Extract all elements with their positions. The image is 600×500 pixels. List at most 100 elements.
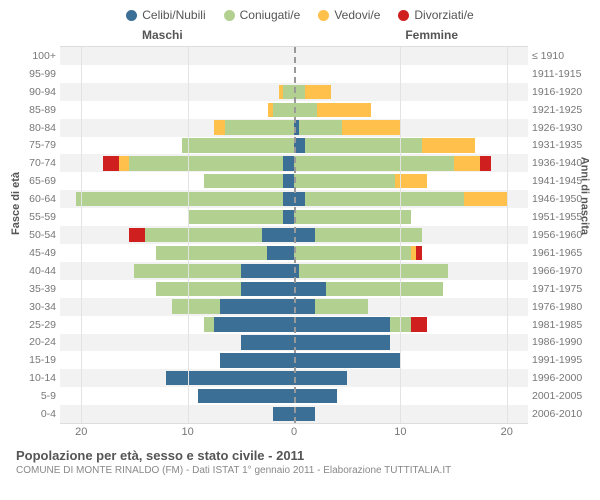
bar-female bbox=[294, 174, 528, 188]
bar-female bbox=[294, 210, 528, 224]
bar-male bbox=[60, 103, 294, 117]
year-label: 1911-1915 bbox=[532, 68, 588, 80]
x-tick: 20 bbox=[501, 426, 513, 438]
legend-swatch bbox=[398, 10, 409, 21]
bar-segment bbox=[76, 192, 283, 206]
bar-segment bbox=[294, 317, 390, 331]
bar-segment bbox=[267, 246, 294, 260]
year-label: 1941-1945 bbox=[532, 175, 588, 187]
bar-male bbox=[60, 228, 294, 242]
bar-segment bbox=[294, 389, 337, 403]
bar-female bbox=[294, 120, 528, 134]
bar-segment bbox=[294, 299, 315, 313]
bar-segment bbox=[204, 317, 215, 331]
bar-segment bbox=[156, 282, 241, 296]
bar-segment bbox=[317, 103, 370, 117]
grid-line bbox=[400, 47, 401, 423]
bar-segment bbox=[241, 264, 294, 278]
year-label: 1996-2000 bbox=[532, 372, 588, 384]
bar-segment bbox=[283, 85, 294, 99]
legend-swatch bbox=[318, 10, 329, 21]
bar-segment bbox=[299, 264, 448, 278]
year-label: 1981-1985 bbox=[532, 319, 588, 331]
bar-segment bbox=[464, 192, 507, 206]
bar-segment bbox=[294, 407, 315, 421]
bar-segment bbox=[204, 174, 284, 188]
bar-segment bbox=[315, 299, 368, 313]
bar-segment bbox=[129, 228, 145, 242]
year-label: 1986-1990 bbox=[532, 336, 588, 348]
year-label: 1936-1940 bbox=[532, 157, 588, 169]
age-label: 45-49 bbox=[12, 247, 56, 259]
grid-line bbox=[507, 47, 508, 423]
bar-male bbox=[60, 371, 294, 385]
x-axis: 201001020 bbox=[60, 424, 528, 442]
bar-female bbox=[294, 156, 528, 170]
bar-segment bbox=[294, 353, 400, 367]
age-label: 70-74 bbox=[12, 157, 56, 169]
gender-labels: Maschi Femmine bbox=[12, 28, 588, 46]
bar-segment bbox=[103, 156, 119, 170]
bar-segment bbox=[262, 228, 294, 242]
age-label: 5-9 bbox=[12, 390, 56, 402]
year-label: 1921-1925 bbox=[532, 104, 588, 116]
age-label: 0-4 bbox=[12, 408, 56, 420]
bar-male bbox=[60, 138, 294, 152]
bar-segment bbox=[294, 228, 315, 242]
age-label: 15-19 bbox=[12, 354, 56, 366]
bar-male bbox=[60, 174, 294, 188]
bar-male bbox=[60, 282, 294, 296]
bar-segment bbox=[305, 138, 422, 152]
year-label: 1951-1955 bbox=[532, 211, 588, 223]
x-tick: 0 bbox=[291, 426, 297, 438]
age-label: 90-94 bbox=[12, 86, 56, 98]
footer: Popolazione per età, sesso e stato civil… bbox=[12, 448, 588, 476]
bar-segment bbox=[294, 335, 390, 349]
legend-label: Divorziati/e bbox=[414, 8, 473, 22]
bar-segment bbox=[294, 282, 326, 296]
footer-title: Popolazione per età, sesso e stato civil… bbox=[16, 448, 588, 463]
age-label: 35-39 bbox=[12, 283, 56, 295]
age-label: 100+ bbox=[12, 50, 56, 62]
bar-segment bbox=[299, 120, 342, 134]
footer-subtitle: COMUNE DI MONTE RINALDO (FM) - Dati ISTA… bbox=[16, 465, 588, 476]
year-label: 1956-1960 bbox=[532, 229, 588, 241]
legend-item: Coniugati/e bbox=[224, 8, 301, 22]
year-label: 1931-1935 bbox=[532, 139, 588, 151]
legend-item: Vedovi/e bbox=[318, 8, 380, 22]
bar-segment bbox=[411, 317, 427, 331]
legend-swatch bbox=[126, 10, 137, 21]
legend-label: Celibi/Nubili bbox=[142, 8, 205, 22]
year-label: 1926-1930 bbox=[532, 122, 588, 134]
age-label: 75-79 bbox=[12, 139, 56, 151]
year-label: 1961-1965 bbox=[532, 247, 588, 259]
age-label: 40-44 bbox=[12, 265, 56, 277]
bar-female bbox=[294, 389, 528, 403]
bar-segment bbox=[172, 299, 220, 313]
grid-line bbox=[188, 47, 189, 423]
label-female: Femmine bbox=[405, 28, 458, 42]
bar-segment bbox=[294, 371, 347, 385]
bar-female bbox=[294, 67, 528, 81]
bar-female bbox=[294, 192, 528, 206]
bar-male bbox=[60, 299, 294, 313]
bar-male bbox=[60, 335, 294, 349]
bar-segment bbox=[145, 228, 262, 242]
grid-line bbox=[81, 47, 82, 423]
bar-segment bbox=[129, 156, 283, 170]
x-tick: 10 bbox=[394, 426, 406, 438]
legend-label: Coniugati/e bbox=[240, 8, 301, 22]
legend-swatch bbox=[224, 10, 235, 21]
bar-female bbox=[294, 246, 528, 260]
bar-segment bbox=[342, 120, 401, 134]
bar-segment bbox=[225, 120, 294, 134]
age-label: 85-89 bbox=[12, 104, 56, 116]
bar-segment bbox=[326, 282, 443, 296]
legend-label: Vedovi/e bbox=[334, 8, 380, 22]
bar-segment bbox=[241, 335, 294, 349]
age-label: 55-59 bbox=[12, 211, 56, 223]
bar-segment bbox=[416, 246, 421, 260]
bar-segment bbox=[273, 407, 294, 421]
bar-female bbox=[294, 85, 528, 99]
age-label: 25-29 bbox=[12, 319, 56, 331]
